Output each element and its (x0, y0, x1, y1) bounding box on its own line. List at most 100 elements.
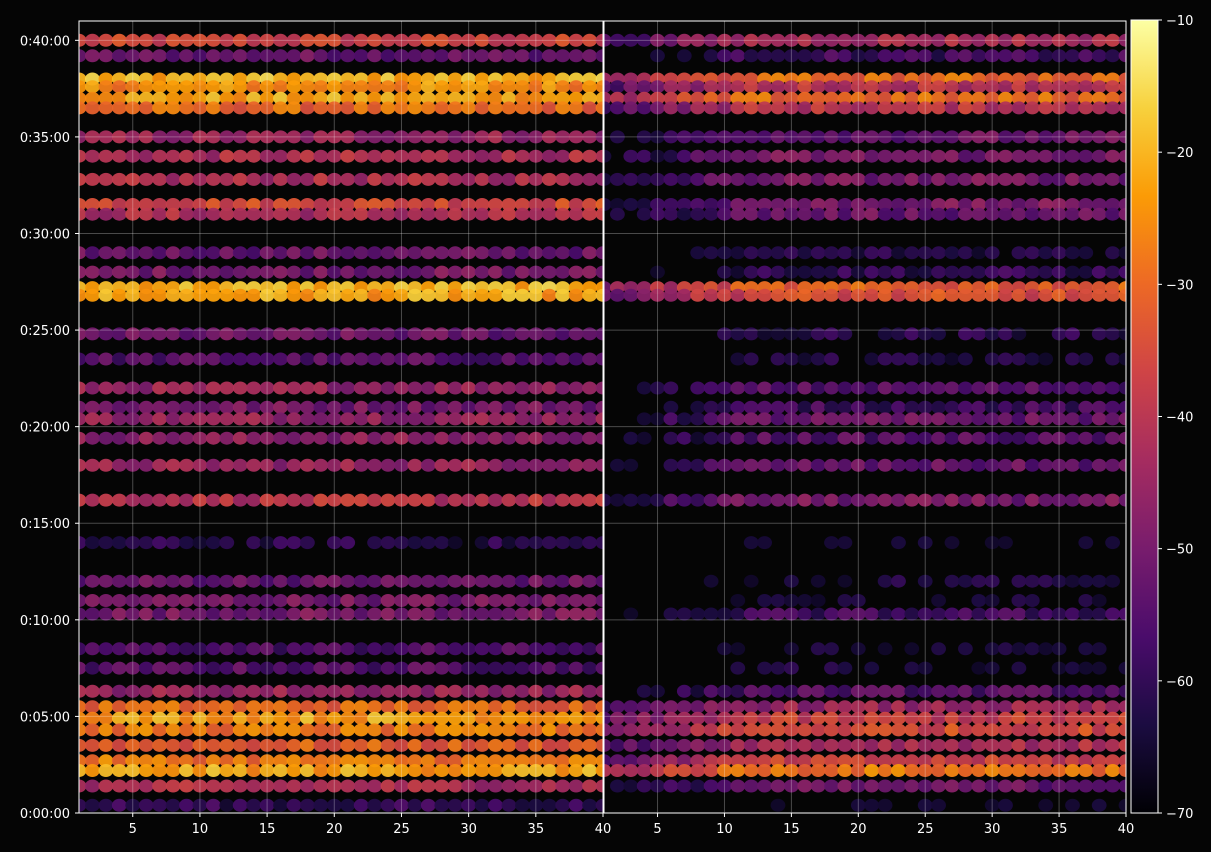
heatmap-cell (138, 381, 154, 395)
heatmap-cell (555, 684, 571, 698)
heatmap-cell (246, 352, 262, 366)
heatmap-cell (407, 33, 423, 47)
heatmap-cell (152, 764, 168, 777)
heatmap-cell (944, 265, 960, 279)
heatmap-cell (206, 711, 221, 725)
heatmap-cell (286, 101, 302, 115)
heatmap-cell (1105, 172, 1120, 186)
heatmap-cell (877, 33, 893, 47)
heatmap-cell (917, 246, 933, 260)
heatmap-cell (917, 327, 933, 341)
heatmap-cell (850, 684, 866, 698)
heatmap-cell (367, 574, 382, 588)
heatmap-cell (784, 91, 799, 105)
heatmap-cell (394, 288, 409, 302)
heatmap-cell (286, 288, 302, 302)
heatmap-cell (488, 738, 503, 752)
heatmap-cell (447, 764, 463, 777)
heatmap-cell (568, 574, 584, 588)
heatmap-cell (219, 574, 235, 588)
heatmap-cell (703, 684, 719, 698)
heatmap-cell (958, 431, 973, 445)
heatmap-cell (528, 80, 544, 94)
heatmap-cell (515, 798, 530, 812)
heatmap-cell (125, 246, 141, 260)
heatmap-cell (864, 431, 880, 445)
heatmap-cell (650, 684, 665, 698)
heatmap-cell (703, 700, 719, 714)
heatmap-cell (568, 400, 584, 414)
heatmap-cell (1118, 738, 1126, 752)
heatmap-cell (259, 149, 275, 163)
heatmap-cell (904, 149, 920, 163)
heatmap-cell (917, 80, 933, 94)
heatmap-cell (286, 536, 302, 550)
heatmap-cell (1065, 33, 1080, 47)
heatmap-cell (784, 198, 799, 211)
heatmap-cell (515, 80, 530, 94)
heatmap-cell (730, 661, 746, 675)
heatmap-cell (636, 412, 652, 426)
heatmap-cell (757, 536, 772, 550)
heatmap-cell (474, 288, 490, 302)
heatmap-cell (326, 700, 342, 714)
heatmap-cell (944, 381, 960, 395)
heatmap-cell (568, 493, 584, 507)
heatmap-cell (85, 149, 100, 163)
heatmap-cell (676, 754, 692, 768)
heatmap-cell (984, 400, 1000, 414)
heatmap-cell (1051, 431, 1067, 445)
heatmap-cell (515, 754, 530, 768)
heatmap-cell (730, 400, 746, 414)
heatmap-cell (555, 711, 571, 725)
heatmap-cell (165, 49, 181, 63)
heatmap-cell (192, 172, 208, 186)
heatmap-cell (1051, 458, 1067, 472)
heatmap-cell (367, 798, 382, 812)
heatmap-cell (703, 288, 719, 302)
heatmap-cell (340, 80, 356, 94)
heatmap-cell (85, 265, 100, 279)
heatmap-cell (79, 764, 87, 777)
heatmap-cell (246, 738, 262, 752)
heatmap-cell (125, 149, 141, 163)
heatmap-cell (313, 764, 329, 777)
heatmap-cell (931, 764, 946, 777)
heatmap-cell (690, 607, 706, 621)
heatmap-cell (998, 352, 1013, 366)
heatmap-cell (824, 412, 839, 426)
x-tick-label: 40 (1118, 822, 1135, 837)
heatmap-cell (1065, 288, 1080, 302)
heatmap-cell (111, 661, 127, 675)
heatmap-cell (917, 288, 933, 302)
heatmap-cell (810, 381, 826, 395)
heatmap-cell (717, 33, 732, 47)
heatmap-cell (784, 764, 799, 777)
heatmap-cell (703, 412, 719, 426)
heatmap-cell (300, 458, 315, 472)
heatmap-cell (690, 723, 706, 737)
heatmap-cell (676, 172, 692, 186)
heatmap-cell (353, 764, 369, 777)
heatmap-cell (568, 172, 584, 186)
heatmap-cell (367, 700, 382, 714)
heatmap-cell (690, 684, 706, 698)
heatmap-cell (447, 493, 463, 507)
heatmap-cell (971, 412, 987, 426)
heatmap-cell (690, 412, 706, 426)
heatmap-cell (604, 198, 612, 211)
heatmap-cell (380, 400, 396, 414)
heatmap-cell (797, 91, 813, 105)
heatmap-cell (958, 754, 973, 768)
heatmap-cell (326, 798, 342, 812)
heatmap-cell (394, 101, 409, 115)
heatmap-cell (461, 661, 476, 675)
heatmap-cell (152, 101, 168, 115)
heatmap-cell (353, 101, 369, 115)
heatmap-cell (555, 172, 571, 186)
heatmap-cell (837, 607, 853, 621)
heatmap-cell (568, 700, 584, 714)
heatmap-cell (971, 700, 987, 714)
heatmap-cell (931, 711, 946, 725)
heatmap-cell (420, 265, 436, 279)
